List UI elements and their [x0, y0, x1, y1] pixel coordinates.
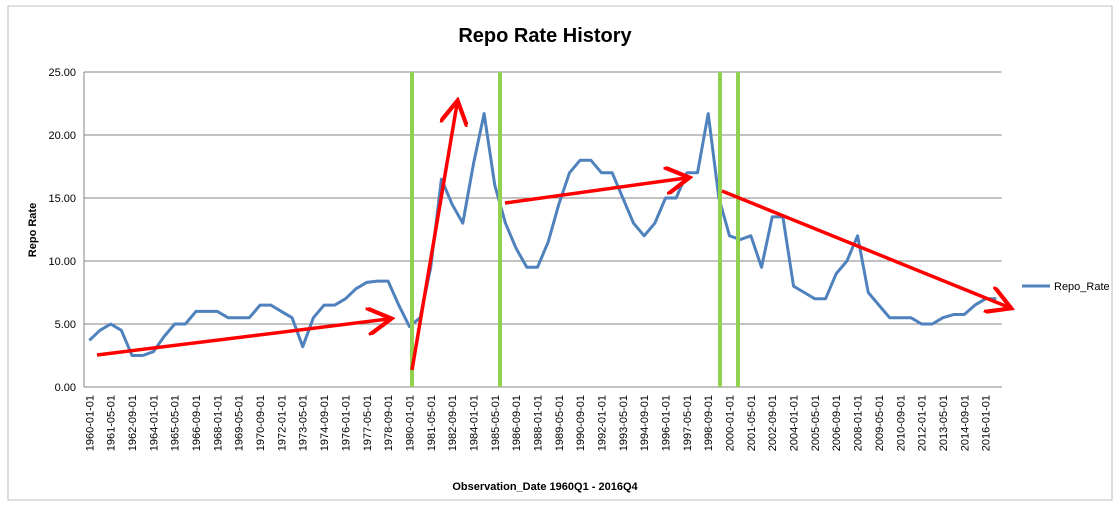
x-tick-label: 1992-01-01 — [596, 395, 608, 451]
x-tick-label: 1966-09-01 — [191, 395, 203, 451]
chart-title: Repo Rate History — [458, 25, 632, 47]
x-tick-label: 1976-01-01 — [340, 395, 352, 451]
x-tick-label: 2009-05-01 — [874, 395, 886, 451]
x-tick-label: 2001-05-01 — [746, 395, 758, 451]
x-tick-label: 2002-09-01 — [767, 395, 779, 451]
x-tick-label: 1973-05-01 — [298, 395, 310, 451]
x-tick-label: 1982-09-01 — [447, 395, 459, 451]
x-tick-label: 1968-01-01 — [212, 395, 224, 451]
x-tick-label: 1990-09-01 — [575, 395, 587, 451]
x-tick-label: 1969-05-01 — [234, 395, 246, 451]
x-tick-label: 1984-01-01 — [468, 395, 480, 451]
x-tick-label: 1989-05-01 — [554, 395, 566, 451]
x-tick-label: 2013-05-01 — [938, 395, 950, 451]
x-tick-label: 2014-09-01 — [959, 395, 971, 451]
plot — [88, 112, 997, 357]
x-tick-label: 2012-01-01 — [917, 395, 929, 451]
legend: Repo_Rate — [1022, 281, 1110, 293]
x-tick-label: 1977-05-01 — [362, 395, 374, 451]
trend-arrow — [410, 104, 457, 371]
grid: 0.00 5.00 10.00 15.00 20.00 25.00 1960-01-01 19… — [48, 67, 1002, 451]
x-tick-label: 1998-09-01 — [703, 395, 715, 451]
data-line — [88, 112, 997, 357]
x-tick-label: 1962-09-01 — [127, 395, 139, 451]
trend-arrow — [96, 319, 388, 357]
x-tick-label: 1960-01-01 — [84, 395, 96, 451]
x-tick-label: 1993-05-01 — [618, 395, 630, 451]
x-tick-label: 2000-01-01 — [725, 395, 737, 451]
x-tick-label: 1980-01-01 — [404, 395, 416, 451]
x-tick-label: 1974-09-01 — [319, 395, 331, 451]
y-tick-label: 0.00 — [55, 382, 76, 394]
x-tick-label: 1964-01-01 — [148, 395, 160, 451]
x-tick-label: 2005-05-01 — [810, 395, 822, 451]
y-axis-title: Repo Rate — [27, 203, 39, 257]
x-tick-label: 2008-01-01 — [853, 395, 865, 451]
x-tick-label: 2010-09-01 — [895, 395, 907, 451]
x-tick-label: 1978-09-01 — [383, 395, 395, 451]
x-tick-label: 1961-05-01 — [106, 395, 118, 451]
legend-label: Repo_Rate — [1054, 281, 1110, 293]
y-tick-label: 20.00 — [48, 130, 76, 142]
x-tick-label: 1972-01-01 — [276, 395, 288, 451]
x-tick-label: 1985-05-01 — [490, 395, 502, 451]
x-tick-label: 1986-09-01 — [511, 395, 523, 451]
x-tick-label: 2004-01-01 — [789, 395, 801, 451]
x-axis-title: Observation_Date 1960Q1 - 2016Q4 — [452, 481, 638, 493]
trend-arrow — [721, 189, 1008, 307]
x-tick-label: 2006-09-01 — [831, 395, 843, 451]
x-tick-label: 1997-05-01 — [682, 395, 694, 451]
x-tick-label: 1988-01-01 — [532, 395, 544, 451]
x-tick-label: 1970-09-01 — [255, 395, 267, 451]
annotations — [96, 72, 1008, 387]
x-tick-label: 2016-01-01 — [981, 395, 993, 451]
x-tick-label: 1981-05-01 — [426, 395, 438, 451]
x-tick-label: 1994-09-01 — [639, 395, 651, 451]
y-tick-label: 5.00 — [55, 319, 76, 331]
y-tick-label: 10.00 — [48, 256, 76, 268]
x-tick-label: 1965-05-01 — [170, 395, 182, 451]
y-tick-label: 15.00 — [48, 193, 76, 205]
chart-border — [7, 5, 1113, 501]
y-tick-label: 25.00 — [48, 67, 76, 79]
trend-arrow — [504, 178, 686, 205]
x-tick-label: 1996-01-01 — [661, 395, 673, 451]
